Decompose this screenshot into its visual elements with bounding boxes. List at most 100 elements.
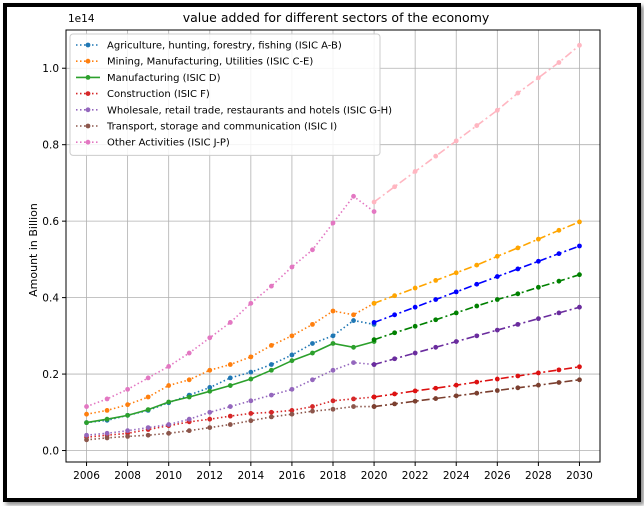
series-6-historical-point: [371, 209, 377, 214]
legend: Agriculture, hunting, forestry, fishing …: [69, 33, 392, 156]
series-2-forecast-point: [556, 278, 562, 284]
series-0-forecast-point: [577, 243, 582, 249]
series-6-historical-point: [125, 386, 131, 392]
y-axis-offset-label: 1e14: [68, 13, 95, 25]
series-4-forecast-point: [412, 350, 418, 356]
series-1-historical-point: [104, 407, 110, 413]
series-6-historical-point: [248, 300, 254, 306]
series-4-forecast-point: [535, 316, 541, 322]
series-2-historical-point: [289, 358, 295, 364]
series-0-historical-point: [351, 318, 356, 323]
series-2-forecast-point: [433, 317, 439, 323]
x-tick-label: 2006: [73, 470, 100, 482]
series-6-forecast-point: [392, 184, 398, 190]
series-6-forecast-point: [556, 60, 562, 65]
series-4-historical-point: [166, 422, 172, 427]
series-1-historical-point: [207, 367, 213, 373]
series-5-historical-point: [289, 411, 295, 417]
axis-ticks: 2006 2008 2010 2012 2014 2016 2018 2020 2022 2024…: [42, 63, 593, 482]
legend-box: [69, 33, 381, 156]
series-5-historical-point: [166, 430, 172, 436]
series-0-historical-point: [289, 352, 295, 358]
series-5-forecast-point: [515, 385, 521, 391]
y-tick-label: 1.0: [42, 63, 59, 75]
series-5-historical-point: [145, 432, 151, 438]
series-4-forecast-point: [392, 356, 398, 362]
series-4-historical-point: [310, 377, 315, 383]
series-4-historical-point: [268, 392, 274, 398]
series-6-forecast-point: [494, 107, 500, 113]
series-2-historical-point: [330, 341, 336, 346]
series-3-historical-point: [330, 398, 336, 404]
series-5-historical-point: [330, 406, 336, 412]
series-6-historical-point: [310, 247, 315, 253]
y-tick-label: 0.4: [42, 293, 59, 305]
series-2-historical-point: [310, 350, 315, 356]
series-6-historical-point: [351, 193, 356, 199]
legend-marker-4: [85, 107, 91, 113]
series-1-forecast-point: [515, 245, 521, 251]
series-5-historical-point: [248, 418, 254, 424]
series-3-forecast-point: [433, 385, 439, 391]
series-6-historical-point: [166, 364, 172, 369]
series-0-forecast-point: [494, 274, 500, 279]
series-3-historical-point: [248, 411, 254, 416]
series-0-forecast-point: [453, 289, 459, 295]
legend-label-3: Construction (ISIC F): [107, 89, 210, 100]
series-2-forecast-point: [535, 284, 541, 290]
series-5-forecast-point: [556, 380, 562, 385]
series-1-historical-point: [248, 354, 254, 360]
chart-title: value added for different sectors of the…: [183, 10, 490, 25]
series-6-forecast-point: [474, 123, 480, 128]
series-4-forecast-point: [556, 310, 562, 316]
series-5-forecast-point: [535, 382, 541, 388]
series-0-historical-point: [330, 333, 336, 339]
series-1-historical-line: [86, 302, 375, 415]
series-0-historical-point: [310, 341, 315, 346]
series-3-forecast-point: [577, 364, 582, 370]
series-2-historical-point: [186, 394, 192, 400]
series-6-forecast-point: [535, 75, 541, 81]
series-5-forecast-point: [392, 401, 398, 407]
series-6-historical-point: [84, 404, 89, 409]
x-tick-label: 2008: [114, 470, 141, 482]
series-4-forecast-line: [373, 306, 580, 366]
series-2-forecast-point: [494, 297, 500, 302]
series-4-historical-point: [330, 367, 336, 373]
series-0-forecast-point: [556, 251, 562, 257]
series-6-forecast-point: [412, 169, 418, 174]
series-0-forecast-point: [474, 281, 480, 287]
x-tick-label: 2026: [484, 470, 511, 482]
series-5-forecast-point: [453, 393, 459, 399]
series-0-forecast-point: [392, 312, 398, 318]
series-6-forecast-point: [371, 199, 377, 205]
y-axis-label: Amount in Billion: [27, 203, 40, 297]
legend-marker-3: [85, 91, 91, 96]
series-1-forecast-point: [556, 227, 562, 233]
series-1-historical-point: [166, 383, 172, 388]
series-4-historical-point: [186, 416, 192, 422]
series-4-forecast-point: [577, 304, 582, 310]
series-1-historical-point: [125, 402, 131, 408]
series-1-forecast-point: [371, 300, 377, 306]
series-1-forecast-point: [453, 270, 459, 276]
series-1-historical-point: [145, 394, 151, 400]
series-4-forecast-point: [371, 362, 377, 367]
series-4-historical-point: [207, 409, 213, 415]
legend-label-2: Manufacturing (ISIC D): [107, 73, 221, 84]
series-1-forecast-point: [474, 262, 480, 268]
series-6-historical-point: [289, 264, 295, 270]
series-4-forecast-point: [515, 321, 521, 327]
series-0-forecast-point: [412, 304, 418, 310]
x-tick-label: 2010: [155, 470, 182, 482]
series-6-forecast-point: [453, 138, 459, 144]
series-5-historical-point: [351, 404, 356, 409]
series-5-forecast-point: [474, 390, 480, 396]
series-4-forecast-point: [474, 333, 480, 339]
legend-marker-0: [85, 42, 91, 48]
series-1-forecast-point: [494, 253, 500, 259]
series-3-forecast-point: [474, 379, 480, 385]
series-2-historical-point: [227, 383, 233, 388]
series-5-forecast-point: [577, 377, 582, 383]
